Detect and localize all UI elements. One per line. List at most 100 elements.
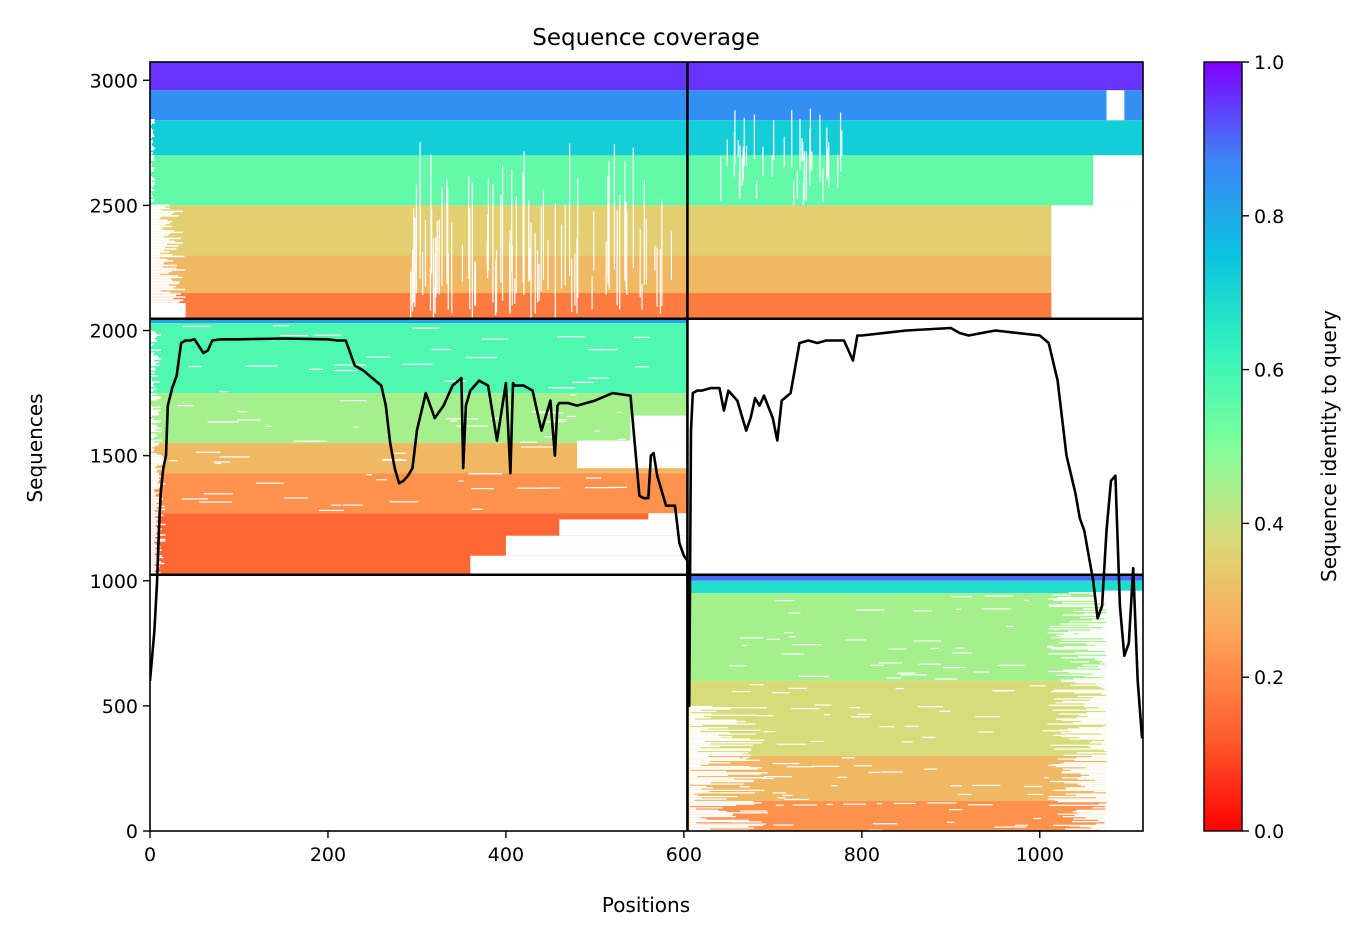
gap-streak	[689, 747, 701, 749]
gap-streak	[394, 452, 406, 454]
gap-streak	[935, 678, 957, 680]
gap-streak	[1048, 704, 1143, 706]
gap-streak	[150, 480, 160, 482]
gap-streak	[585, 486, 615, 489]
gap-streak	[150, 209, 162, 211]
gap-streak	[809, 108, 812, 171]
gap-streak	[150, 495, 156, 497]
gap-streak	[1107, 724, 1143, 726]
gap-streak	[619, 194, 621, 310]
gap-streak	[1101, 693, 1143, 695]
gap-streak	[689, 784, 690, 786]
gap-streak	[168, 460, 178, 462]
gap-streak	[1087, 649, 1143, 651]
gap-streak	[538, 264, 540, 301]
gap-streak	[951, 595, 972, 598]
gap-streak	[1100, 668, 1143, 670]
gap-streak	[1049, 780, 1143, 783]
gap-streak	[879, 726, 895, 728]
gap-streak	[150, 450, 155, 452]
gap-streak	[742, 756, 750, 759]
gap-streak	[150, 213, 172, 216]
x-axis-label: Positions	[602, 893, 690, 917]
gap-streak	[500, 194, 502, 283]
gap-streak	[219, 391, 228, 393]
gap-streak	[150, 486, 163, 488]
gap-streak	[1085, 767, 1143, 769]
gap-streak	[689, 773, 761, 775]
gap-streak	[150, 333, 157, 335]
gap-streak	[1063, 762, 1143, 764]
gap-streak	[1090, 827, 1143, 829]
gap-streak	[1106, 609, 1143, 611]
gap-streak	[150, 284, 170, 286]
gap-streak	[150, 146, 154, 148]
gap-streak	[1105, 603, 1143, 605]
gap-streak	[150, 287, 174, 289]
gap-streak	[150, 198, 155, 201]
gap-streak	[150, 483, 166, 485]
gap-streak	[1078, 655, 1143, 658]
gap-streak	[689, 757, 740, 759]
gap-streak	[689, 823, 766, 825]
gap-streak	[819, 114, 821, 168]
identity-band	[150, 473, 688, 514]
x-tick-label: 0	[144, 844, 156, 866]
gap-streak	[150, 278, 171, 280]
gap-streak	[1071, 723, 1081, 725]
gap-streak	[616, 210, 618, 306]
gap-streak	[1105, 710, 1143, 713]
gap-streak	[957, 793, 972, 796]
gap-streak	[150, 460, 166, 463]
gap-streak	[857, 713, 872, 715]
gap-streak	[150, 508, 166, 511]
gap-streak	[689, 762, 731, 764]
gap-streak	[766, 638, 781, 641]
gap-streak	[895, 687, 904, 690]
gap-streak	[689, 733, 756, 735]
gap-streak	[585, 477, 602, 479]
gap-streak	[689, 783, 744, 785]
gap-streak	[1064, 633, 1076, 635]
gap-streak	[689, 763, 709, 765]
gap-streak	[576, 238, 578, 314]
gap-streak	[654, 245, 656, 271]
gap-streak	[689, 750, 698, 753]
y-tick-label: 0	[126, 821, 138, 843]
gap-streak	[245, 365, 278, 367]
gap-streak	[1057, 813, 1143, 815]
gap-streak	[543, 421, 558, 423]
gap-streak	[722, 737, 732, 740]
gap-streak	[150, 549, 162, 551]
gap-streak	[1052, 789, 1143, 791]
gap-streak	[150, 457, 165, 460]
gap-streak	[1084, 703, 1143, 705]
identity-band	[150, 155, 1143, 206]
gap-streak	[625, 231, 627, 290]
gap-streak	[1078, 633, 1143, 635]
colorbar: 0.0 0.2 0.4 0.6 0.8 1.0 Sequence identity to …	[1203, 52, 1341, 843]
gap-streak	[150, 336, 157, 338]
gap-streak	[1060, 763, 1143, 765]
gap-streak	[150, 375, 158, 377]
gap-streak	[150, 498, 164, 500]
gap-streak	[1055, 702, 1143, 704]
gap-streak	[689, 795, 738, 798]
gap-streak	[150, 412, 159, 415]
gap-streak	[150, 372, 156, 374]
gap-streak	[1076, 752, 1143, 754]
gap-streak	[150, 361, 160, 364]
gap-streak	[1074, 759, 1143, 761]
gap-streak	[150, 525, 156, 527]
gap-streak	[587, 377, 609, 379]
gap-streak	[994, 826, 1010, 828]
gap-streak	[1080, 784, 1143, 786]
plot-area	[150, 62, 1143, 831]
gap-streak	[1089, 742, 1143, 744]
gap-streak	[150, 272, 169, 274]
gap-streak	[732, 690, 751, 693]
gap-streak	[1015, 824, 1029, 826]
gap-region	[648, 513, 688, 520]
gap-streak	[689, 708, 732, 710]
y-tick-label: 1000	[90, 571, 138, 593]
